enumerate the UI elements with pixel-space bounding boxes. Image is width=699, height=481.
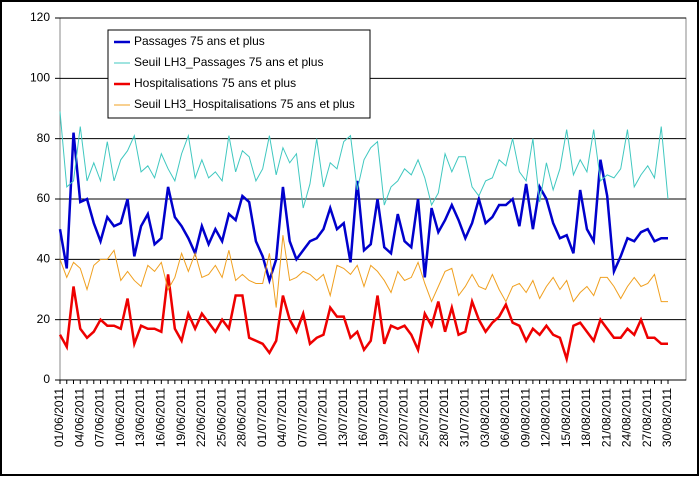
y-tick-label: 100	[30, 71, 50, 85]
x-tick-label: 01/06/2011	[52, 388, 66, 447]
x-tick-label: 30/08/2011	[660, 388, 674, 447]
x-tick-label: 06/08/2011	[498, 388, 512, 447]
legend-box	[107, 29, 371, 119]
x-tick-label: 28/06/2011	[235, 388, 249, 447]
series-line	[58, 274, 668, 364]
legend-label: Seuil LH3_Hospitalisations 75 ans et plu…	[134, 97, 355, 111]
y-tick-label: 0	[43, 372, 50, 386]
x-tick-label: 18/08/2011	[579, 388, 593, 447]
x-tick-label: 03/08/2011	[478, 388, 492, 447]
y-tick-label: 120	[30, 10, 50, 24]
x-tick-label: 04/07/2011	[275, 388, 289, 447]
x-tick-label: 19/06/2011	[174, 388, 188, 447]
legend-label: Seuil LH3_Passages 75 ans et plus	[134, 55, 323, 69]
x-tick-label: 07/07/2011	[295, 388, 309, 447]
x-tick-label: 28/07/2011	[437, 388, 451, 447]
x-tick-label: 27/08/2011	[640, 388, 654, 447]
legend-label: Passages 75 ans et plus	[134, 34, 265, 48]
x-tick-label: 10/06/2011	[113, 388, 127, 447]
y-tick-label: 20	[37, 312, 51, 326]
series-line	[59, 235, 668, 308]
x-tick-label: 25/07/2011	[417, 388, 431, 447]
legend-label: Hospitalisations 75 ans et plus	[134, 76, 296, 90]
series-line	[59, 111, 669, 209]
x-tick-label: 31/07/2011	[458, 388, 472, 447]
x-tick-label: 16/06/2011	[154, 388, 168, 447]
x-tick-label: 01/07/2011	[255, 388, 269, 447]
x-tick-label: 13/06/2011	[133, 388, 147, 447]
y-tick-label: 60	[37, 191, 51, 205]
series-line	[58, 132, 668, 285]
x-tick-label: 07/06/2011	[93, 388, 107, 447]
x-tick-label: 04/06/2011	[72, 388, 86, 447]
y-tick-label: 40	[37, 252, 51, 266]
x-tick-label: 21/08/2011	[599, 388, 613, 447]
x-tick-label: 22/06/2011	[194, 388, 208, 447]
x-tick-label: 12/08/2011	[539, 388, 553, 447]
x-tick-label: 22/07/2011	[397, 388, 411, 447]
x-tick-label: 25/06/2011	[214, 388, 228, 447]
y-tick-label: 80	[37, 131, 51, 145]
x-tick-label: 19/07/2011	[376, 388, 390, 447]
x-tick-label: 16/07/2011	[356, 388, 370, 447]
x-tick-label: 15/08/2011	[559, 388, 573, 447]
x-tick-label: 13/07/2011	[336, 388, 350, 447]
x-tick-label: 24/08/2011	[620, 388, 634, 447]
x-tick-label: 09/08/2011	[518, 388, 532, 447]
x-tick-label: 10/07/2011	[316, 388, 330, 447]
